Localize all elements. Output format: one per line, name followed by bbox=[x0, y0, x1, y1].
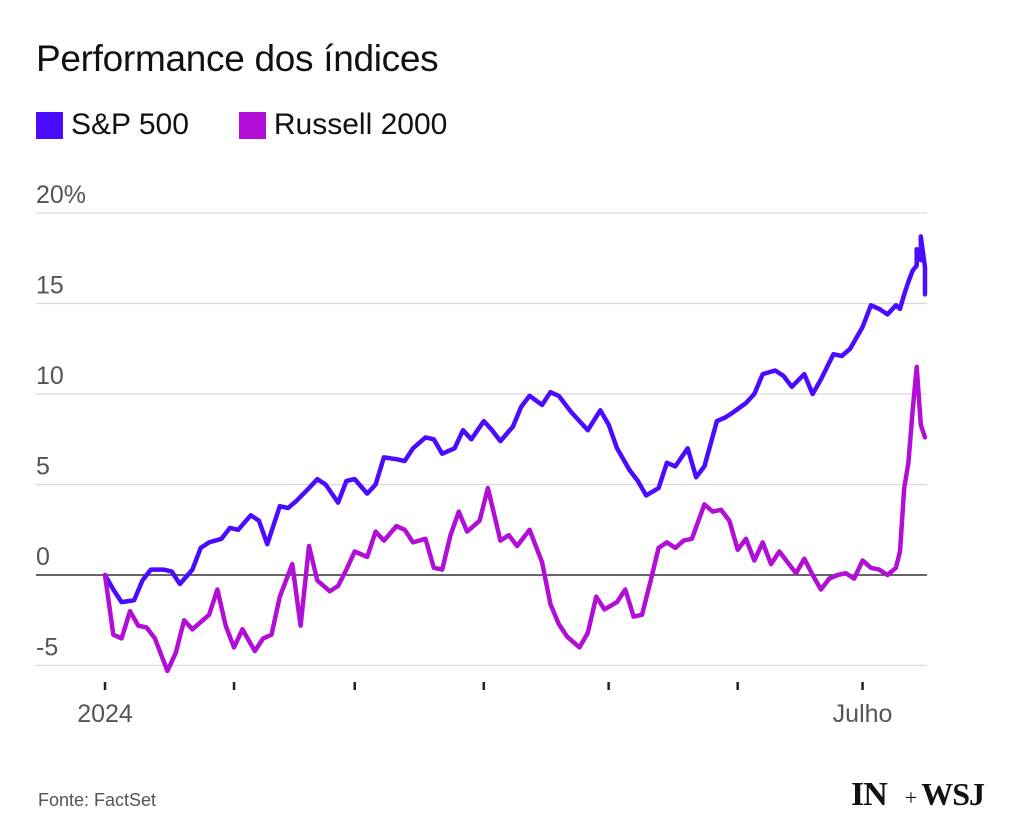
logo-plus: + bbox=[904, 785, 918, 810]
y-tick-label: 5 bbox=[36, 453, 50, 481]
line-chart: 20% 15 10 5 0 -5 2024 Julho bbox=[36, 181, 928, 728]
x-tick-label: Julho bbox=[833, 700, 893, 728]
x-axis: 2024 Julho bbox=[77, 682, 892, 728]
source-note: Fonte: FactSet bbox=[38, 790, 157, 810]
x-tick-label: 2024 bbox=[77, 700, 133, 728]
y-tick-label: -5 bbox=[36, 634, 58, 662]
legend-item-sp500: S&P 500 bbox=[36, 108, 189, 142]
y-tick-label: 20% bbox=[36, 181, 86, 209]
y-tick-label: 0 bbox=[36, 543, 50, 571]
series-line-russell2000 bbox=[102, 364, 928, 674]
legend-item-russell2000: Russell 2000 bbox=[238, 108, 448, 142]
chart-legend: S&P 500 Russell 2000 bbox=[36, 108, 497, 142]
legend-swatch-russell2000 bbox=[238, 111, 266, 139]
logo-wsj: WSJ bbox=[921, 776, 985, 812]
legend-swatch-sp500 bbox=[36, 111, 63, 139]
legend-label-sp500: S&P 500 bbox=[71, 108, 189, 141]
grid-lines bbox=[36, 212, 927, 667]
logo-in: IN bbox=[850, 776, 888, 813]
series-lines bbox=[102, 234, 928, 674]
publisher-logo: IN + WSJ bbox=[850, 776, 985, 814]
legend-label-russell2000: Russell 2000 bbox=[273, 108, 448, 141]
y-tick-label: 15 bbox=[36, 272, 64, 300]
y-tick-label: 10 bbox=[36, 362, 64, 390]
y-axis-labels: 20% 15 10 5 0 -5 bbox=[36, 181, 86, 662]
chart-title: Performance dos índices bbox=[36, 38, 439, 79]
series-line-sp500 bbox=[102, 234, 928, 605]
